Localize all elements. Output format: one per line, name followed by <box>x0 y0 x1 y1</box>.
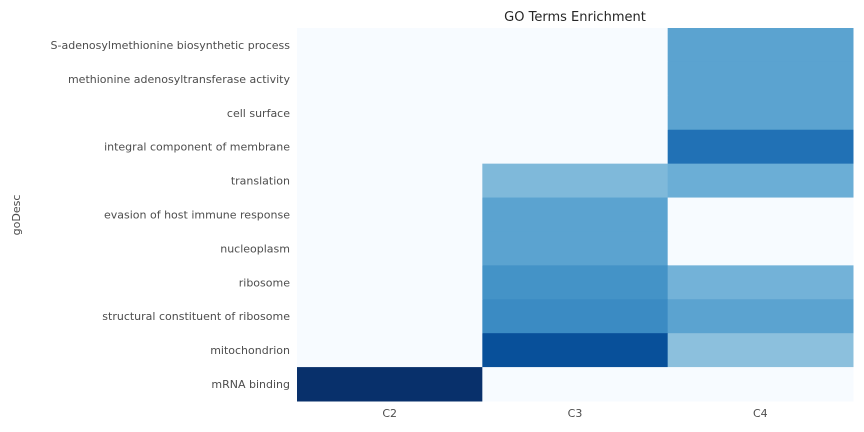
y-tick-label: ribosome <box>239 276 290 289</box>
heatmap-cell <box>667 95 854 131</box>
heatmap-cell <box>482 197 669 232</box>
y-tick-label: translation <box>231 175 290 188</box>
heatmap-cell <box>667 163 854 199</box>
heatmap-cell <box>297 28 483 63</box>
x-tick-labels: C2 C3 C4 <box>382 407 767 420</box>
y-tick-label: mRNA binding <box>211 378 290 391</box>
heatmap-cell <box>297 231 483 266</box>
heatmap-cell <box>667 265 854 300</box>
heatmap-cell <box>297 367 483 402</box>
heatmap-cell <box>482 333 669 368</box>
heatmap-cell <box>297 95 483 131</box>
y-tick-label: nucleoplasm <box>220 242 290 255</box>
y-tick-label: methionine adenosyltransferase activity <box>68 73 291 86</box>
heatmap-cell <box>297 129 483 165</box>
heatmap-cell <box>667 299 854 334</box>
chart-title: GO Terms Enrichment <box>504 10 646 25</box>
y-axis-label: goDesc <box>10 195 23 236</box>
heatmap-cell <box>667 129 854 165</box>
heatmap-cell <box>482 129 669 165</box>
y-tick-label: evasion of host immune response <box>104 209 290 222</box>
heatmap-cell <box>667 28 854 63</box>
heatmap-cell <box>667 231 854 266</box>
heatmap-cell <box>482 61 669 97</box>
heatmap-cell <box>667 197 854 232</box>
heatmap-cell <box>297 333 483 368</box>
heatmap-cell <box>667 367 854 402</box>
heatmap-cell <box>482 265 669 300</box>
heatmap-cell <box>667 333 854 368</box>
x-tick-label: C3 <box>568 407 583 420</box>
heatmap-cell <box>297 163 483 199</box>
y-tick-label: integral component of membrane <box>104 141 290 154</box>
heatmap-cell <box>482 95 669 131</box>
heatmap-cell <box>482 367 669 402</box>
heatmap-cell <box>482 299 669 334</box>
heatmap-cell <box>482 163 669 199</box>
heatmap-cell <box>482 231 669 266</box>
heatmap-cell <box>297 265 483 300</box>
heatmap-cell <box>297 197 483 232</box>
y-tick-label: S-adenosylmethionine biosynthetic proces… <box>51 39 291 52</box>
heatmap-cell <box>482 28 669 63</box>
y-tick-label: cell surface <box>227 107 290 120</box>
heatmap-cell <box>297 299 483 334</box>
heatmap-cells <box>297 28 854 402</box>
heatmap-cell <box>297 61 483 97</box>
y-tick-label: mitochondrion <box>210 344 290 357</box>
x-tick-label: C2 <box>382 407 397 420</box>
x-tick-label: C4 <box>753 407 768 420</box>
y-tick-label: structural constituent of ribosome <box>102 310 290 323</box>
heatmap-cell <box>667 61 854 97</box>
y-tick-labels: S-adenosylmethionine biosynthetic proces… <box>51 39 291 391</box>
